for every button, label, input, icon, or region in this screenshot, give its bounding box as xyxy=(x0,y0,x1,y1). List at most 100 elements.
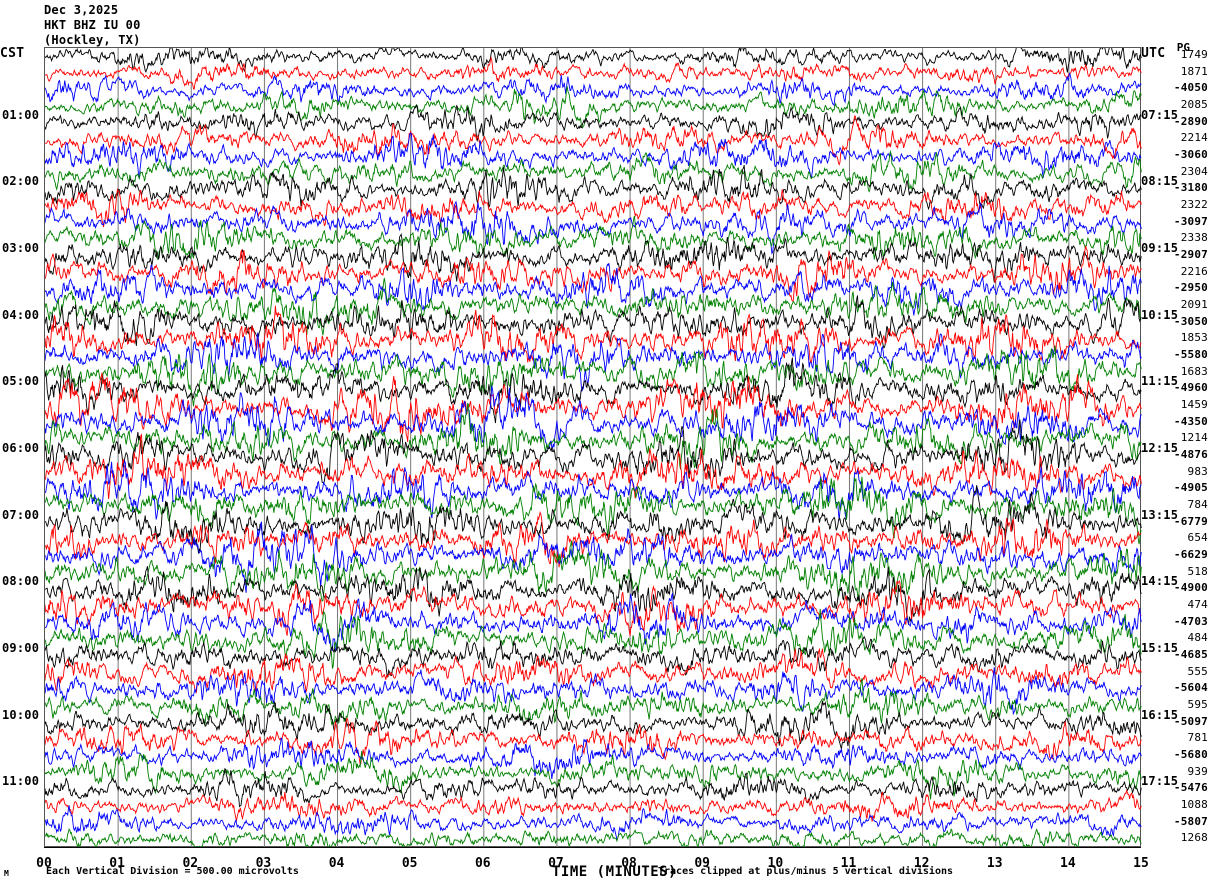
x-axis-title: TIME (MINUTES) xyxy=(552,864,678,880)
x-tick-label: 09 xyxy=(694,856,711,871)
peak-value: 2085 xyxy=(1180,98,1208,111)
cst-time-label: 10:00 xyxy=(2,707,40,722)
x-tick-label: 14 xyxy=(1060,856,1076,871)
x-tick-label: 03 xyxy=(255,856,272,871)
peak-value: 1683 xyxy=(1180,364,1208,378)
scale-note: Each Vertical Division = 500.00 microvol… xyxy=(46,866,299,877)
peak-value: -5476 xyxy=(1173,781,1208,795)
x-tick-label: 15 xyxy=(1133,856,1149,871)
peak-value: 1088 xyxy=(1180,798,1208,811)
x-tick-label: 07 xyxy=(548,856,564,871)
x-tick-label: 12 xyxy=(913,856,930,871)
peak-value: -4685 xyxy=(1173,648,1208,661)
peak-value: 1459 xyxy=(1180,398,1208,411)
peak-value: -3180 xyxy=(1173,181,1208,195)
x-tick-label: 13 xyxy=(986,856,1003,871)
peak-value: 654 xyxy=(1187,531,1208,545)
utc-time-label: 08:15 xyxy=(1141,174,1179,189)
peak-value: 2216 xyxy=(1180,264,1208,278)
peak-value: -3097 xyxy=(1173,214,1208,228)
cst-time-label: 03:00 xyxy=(2,241,40,255)
utc-time-column: 07:15 08:15 09:15 10:15 11:15 12:15 13:15 14:15… xyxy=(1141,0,1186,886)
x-tick-label: 00 xyxy=(36,856,52,871)
peak-value: -5807 xyxy=(1173,814,1208,828)
seismogram-plot[interactable] xyxy=(44,47,1142,848)
x-tick-label: 11 xyxy=(840,856,857,871)
peak-value: 2304 xyxy=(1180,164,1208,178)
peak-value: 484 xyxy=(1187,631,1208,645)
utc-time-label: 12:15 xyxy=(1141,441,1179,455)
utc-time-label: 14:15 xyxy=(1141,574,1179,589)
utc-time-label: 13:15 xyxy=(1141,507,1179,522)
x-tick-label: 06 xyxy=(474,856,491,871)
utc-time-label: 09:15 xyxy=(1141,241,1179,255)
cst-time-label: 04:00 xyxy=(2,307,40,322)
x-tick-label: 05 xyxy=(401,856,418,871)
utc-time-label: 15:15 xyxy=(1141,641,1179,655)
peak-value: 2322 xyxy=(1180,198,1208,211)
peak-value: 1853 xyxy=(1180,331,1208,345)
peak-value: -6629 xyxy=(1173,548,1208,561)
peak-value: 1214 xyxy=(1180,431,1208,445)
peak-value: -3060 xyxy=(1173,148,1208,161)
cst-time-label: 06:00 xyxy=(2,441,40,455)
peak-value: -4703 xyxy=(1173,614,1208,628)
peak-value: -4960 xyxy=(1173,381,1208,395)
peak-value: 983 xyxy=(1187,464,1208,478)
header-station: HKT BHZ IU 00 xyxy=(44,18,141,32)
x-tick-label: 04 xyxy=(328,856,345,871)
peak-value: -6779 xyxy=(1173,514,1208,528)
peak-value: 784 xyxy=(1187,498,1208,511)
utc-axis-label: UTC xyxy=(1141,46,1166,61)
peak-value: -4905 xyxy=(1173,481,1208,495)
utc-time-label: 16:15 xyxy=(1141,707,1179,722)
peak-value-column: 1749 1871 -4050 2085 -2890 2214 -3060 2304 -3180… xyxy=(1170,0,1210,886)
peak-value: 474 xyxy=(1187,598,1208,611)
cst-time-label: 09:00 xyxy=(2,641,40,655)
peak-value: -4876 xyxy=(1173,448,1208,461)
cst-time-label: 08:00 xyxy=(2,574,40,589)
peak-value: 1749 xyxy=(1180,48,1208,61)
utc-time-label: 11:15 xyxy=(1141,374,1179,389)
peak-value: 781 xyxy=(1187,731,1208,745)
x-axis-ticks xyxy=(44,847,1141,859)
peak-value: 2214 xyxy=(1180,131,1208,145)
cst-time-label: 05:00 xyxy=(2,374,40,389)
magnitude-marker: M xyxy=(4,869,9,878)
utc-time-label: 10:15 xyxy=(1141,307,1179,322)
peak-value: -5580 xyxy=(1173,348,1208,361)
peak-value: 518 xyxy=(1187,564,1208,578)
peak-value: -2950 xyxy=(1173,281,1208,295)
clip-note: Traces clipped at plus/minus 5 vertical … xyxy=(658,866,954,877)
utc-time-label: 07:15 xyxy=(1141,107,1179,122)
peak-value: 939 xyxy=(1187,764,1208,778)
header-location: (Hockley, TX) xyxy=(44,33,141,47)
peak-value: 1268 xyxy=(1180,831,1208,845)
peak-value: 555 xyxy=(1187,664,1208,678)
peak-value: -4900 xyxy=(1173,581,1208,595)
x-tick-label: 02 xyxy=(182,856,199,871)
cst-time-label: 07:00 xyxy=(2,507,40,522)
utc-time-label: 17:15 xyxy=(1141,774,1179,789)
peak-value: 2338 xyxy=(1180,231,1208,245)
peak-value: -4350 xyxy=(1173,414,1208,428)
x-axis-labels: 00 01 02 03 04 05 06 07 08 09 10 11 12 13 14 15 xyxy=(0,856,1210,874)
peak-gain-label: PG xyxy=(1176,41,1190,54)
peak-value: -5680 xyxy=(1173,748,1208,761)
peak-value: -2890 xyxy=(1173,114,1208,128)
peak-value: -2907 xyxy=(1173,248,1208,261)
x-axis-line xyxy=(44,847,1141,848)
peak-value: -5604 xyxy=(1173,681,1208,695)
x-tick-label: 10 xyxy=(767,856,784,871)
peak-value: -4050 xyxy=(1173,81,1208,95)
cst-time-column: 01:00 02:00 03:00 04:00 05:00 06:00 07:00 08:00… xyxy=(0,0,44,886)
x-tick-label: 01 xyxy=(109,856,125,871)
x-tick-label: 08 xyxy=(621,856,637,871)
header-date: Dec 3,2025 xyxy=(44,3,119,17)
peak-value: -3050 xyxy=(1173,314,1208,328)
cst-time-label: 11:00 xyxy=(2,774,40,789)
peak-value: 2091 xyxy=(1180,298,1208,311)
cst-time-label: 02:00 xyxy=(2,174,40,189)
cst-axis-label: CST xyxy=(0,46,25,61)
peak-value: 595 xyxy=(1187,698,1208,711)
